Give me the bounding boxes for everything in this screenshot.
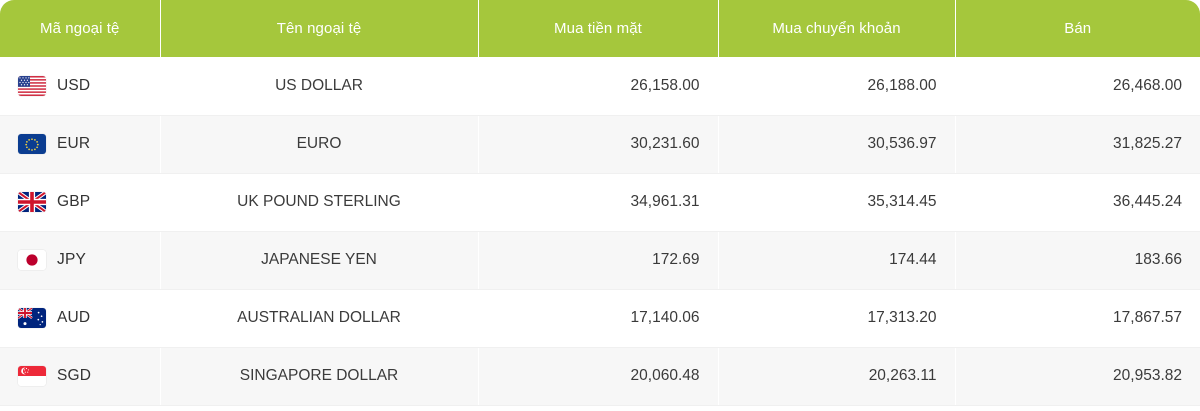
currency-code-label: SGD [57, 367, 92, 384]
cell-buy-cash: 34,961.31 [478, 173, 719, 232]
cell-buy-transfer: 20,263.11 [718, 347, 956, 406]
cell-sell: 17,867.57 [955, 289, 1200, 348]
table-row[interactable]: GBP UK POUND STERLING 34,961.31 35,314.45 36… [0, 173, 1200, 232]
cell-currency-code: USD [0, 57, 161, 116]
cell-currency-name: EURO [160, 115, 479, 174]
cell-currency-code: AUD [0, 289, 161, 348]
cell-buy-transfer: 30,536.97 [718, 115, 956, 174]
cell-sell: 36,445.24 [955, 173, 1200, 232]
column-header-currency-name[interactable]: Tên ngoại tệ [160, 0, 479, 57]
currency-code-label: GBP [57, 193, 91, 210]
flag-sg-icon [18, 366, 46, 386]
currency-code-group: SGD [0, 366, 160, 386]
currency-code-group: GBP [0, 192, 160, 212]
column-header-buy-cash[interactable]: Mua tiền mặt [478, 0, 719, 57]
cell-currency-name: UK POUND STERLING [160, 173, 479, 232]
flag-us-icon [18, 75, 46, 96]
cell-currency-name: JAPANESE YEN [160, 231, 479, 290]
table-row[interactable]: JPY JAPANESE YEN 172.69 174.44 183.66 [0, 231, 1200, 290]
cell-currency-code: GBP [0, 173, 161, 232]
flag-eu-icon [18, 134, 46, 154]
cell-buy-cash: 17,140.06 [478, 289, 719, 348]
currency-code-label: AUD [57, 309, 91, 326]
cell-buy-transfer: 17,313.20 [718, 289, 956, 348]
cell-currency-name: AUSTRALIAN DOLLAR [160, 289, 479, 348]
column-header-currency-code[interactable]: Mã ngoại tệ [0, 0, 161, 57]
table-row[interactable]: USD US DOLLAR 26,158.00 26,188.00 26,468.00 [0, 57, 1200, 116]
cell-buy-transfer: 35,314.45 [718, 173, 956, 232]
table-row[interactable]: AUD AUSTRALIAN DOLLAR 17,140.06 17,313.20 17… [0, 289, 1200, 348]
cell-currency-name: SINGAPORE DOLLAR [160, 347, 479, 406]
cell-buy-cash: 172.69 [478, 231, 719, 290]
column-header-buy-transfer[interactable]: Mua chuyển khoản [718, 0, 956, 57]
cell-buy-cash: 26,158.00 [478, 57, 719, 116]
cell-sell: 26,468.00 [955, 57, 1200, 116]
table-header-row: Mã ngoại tệ Tên ngoại tệ Mua tiền mặt Mu… [0, 0, 1200, 57]
table-header: Mã ngoại tệ Tên ngoại tệ Mua tiền mặt Mu… [0, 0, 1200, 57]
currency-code-group: USD [0, 75, 160, 96]
cell-currency-code: EUR [0, 115, 161, 174]
cell-currency-code: JPY [0, 231, 161, 290]
cell-sell: 183.66 [955, 231, 1200, 290]
column-header-sell[interactable]: Bán [955, 0, 1200, 57]
currency-code-label: EUR [57, 135, 91, 152]
flag-au-icon [18, 308, 46, 328]
cell-sell: 31,825.27 [955, 115, 1200, 174]
cell-buy-transfer: 174.44 [718, 231, 956, 290]
currency-code-label: USD [57, 76, 91, 94]
cell-currency-name: US DOLLAR [160, 57, 479, 116]
cell-buy-cash: 30,231.60 [478, 115, 719, 174]
cell-buy-transfer: 26,188.00 [718, 57, 956, 116]
flag-gb-icon [18, 192, 46, 212]
flag-jp-icon [18, 250, 46, 270]
currency-code-group: JPY [0, 250, 160, 270]
cell-buy-cash: 20,060.48 [478, 347, 719, 406]
currency-code-group: AUD [0, 308, 160, 328]
currency-code-label: JPY [57, 251, 87, 268]
cell-sell: 20,953.82 [955, 347, 1200, 406]
currency-code-group: EUR [0, 134, 160, 154]
cell-currency-code: SGD [0, 347, 161, 406]
table-row[interactable]: SGD SINGAPORE DOLLAR 20,060.48 20,263.11 20,… [0, 347, 1200, 406]
table-row[interactable]: EUR EURO 30,231.60 30,536.97 31,825.27 [0, 115, 1200, 174]
table-body: USD US DOLLAR 26,158.00 26,188.00 26,468.00 E… [0, 57, 1200, 406]
